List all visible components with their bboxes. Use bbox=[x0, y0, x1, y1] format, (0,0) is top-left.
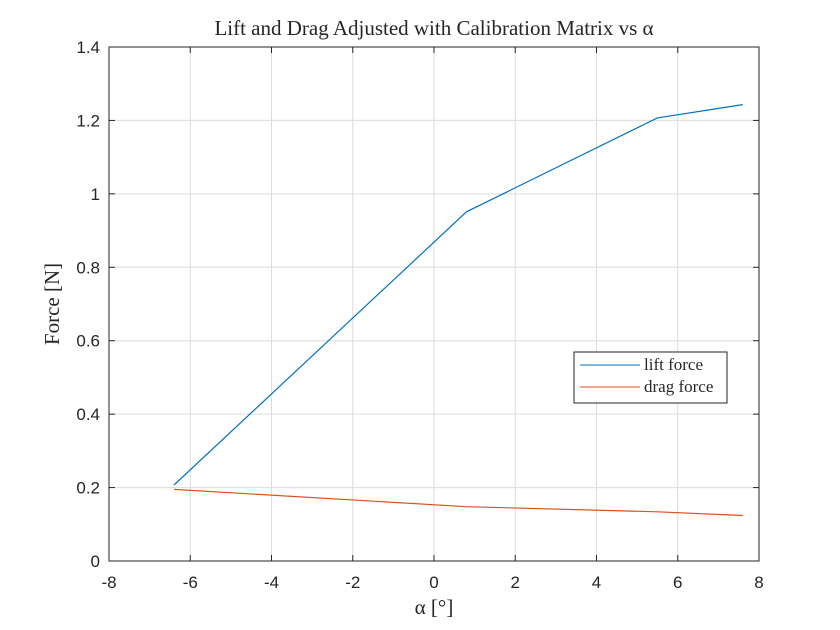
x-tick-label: 4 bbox=[592, 573, 601, 592]
y-axis: 0 0.2 0.4 0.6 0.8 1 1.2 1.4 bbox=[76, 38, 759, 571]
y-tick-label: 1 bbox=[91, 185, 100, 204]
x-axis-label: α [°] bbox=[415, 595, 454, 619]
legend: lift force drag force bbox=[573, 351, 728, 404]
series-line-drag-force bbox=[173, 488, 743, 517]
y-tick-label: 0.2 bbox=[76, 479, 100, 498]
y-tick-label: 0.4 bbox=[76, 405, 100, 424]
x-tick-label: -4 bbox=[264, 573, 279, 592]
y-tick-label: 1.4 bbox=[76, 38, 100, 57]
x-tick-label: 6 bbox=[673, 573, 682, 592]
y-tick-label: 1.2 bbox=[76, 111, 100, 130]
grid bbox=[108, 46, 760, 562]
x-tick-label: -2 bbox=[345, 573, 360, 592]
legend-box bbox=[573, 351, 728, 404]
y-axis-label: Force [N] bbox=[40, 263, 64, 345]
legend-label-lift: lift force bbox=[644, 355, 703, 374]
y-tick-label: 0.8 bbox=[76, 258, 100, 277]
x-tick-label: 0 bbox=[429, 573, 438, 592]
x-tick-label: 8 bbox=[754, 573, 763, 592]
series-lines bbox=[173, 104, 743, 517]
y-tick-label: 0.6 bbox=[76, 332, 100, 351]
series-line-lift-force bbox=[173, 104, 743, 486]
y-tick-label: 0 bbox=[91, 552, 100, 571]
x-tick-label: 2 bbox=[511, 573, 520, 592]
x-axis: -8 -6 -4 -2 0 2 4 6 8 bbox=[101, 47, 764, 592]
legend-label-drag: drag force bbox=[644, 377, 713, 396]
x-tick-label: -6 bbox=[183, 573, 198, 592]
x-tick-label: -8 bbox=[101, 573, 116, 592]
chart-title: Lift and Drag Adjusted with Calibration … bbox=[214, 16, 653, 40]
